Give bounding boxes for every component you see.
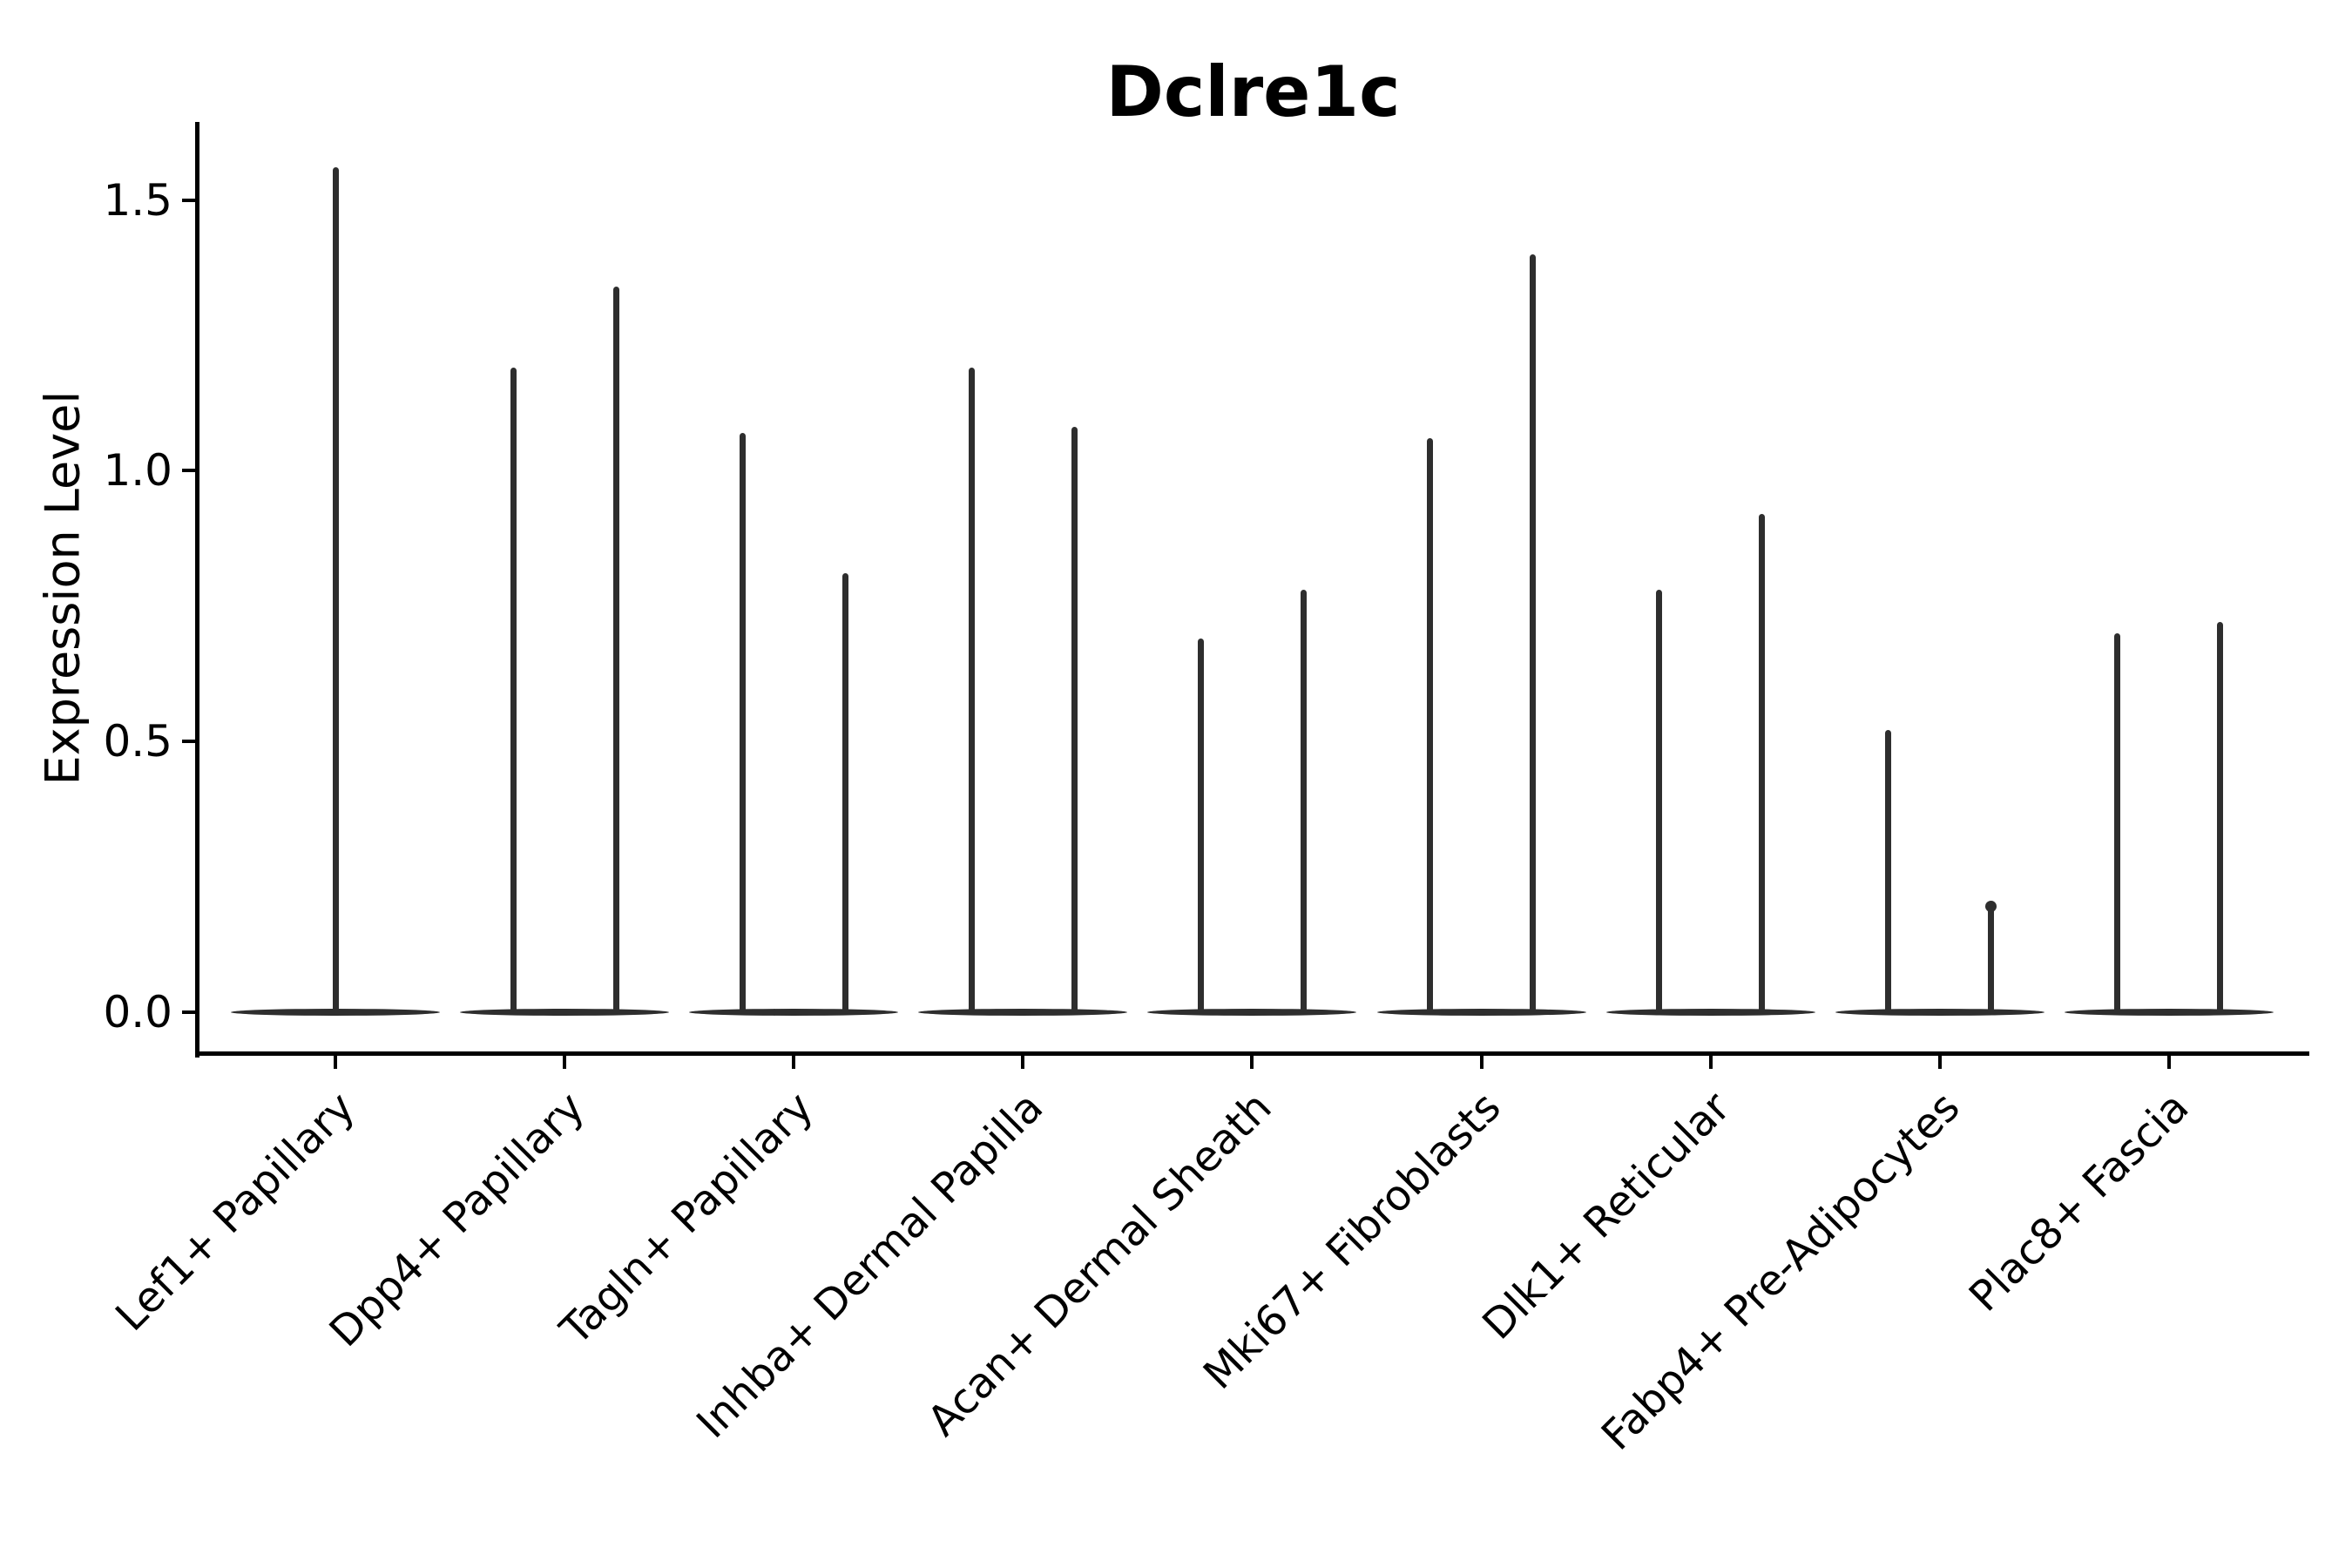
- violin-spike: [1759, 513, 1766, 1012]
- y-tick-label: 0.0: [103, 986, 172, 1037]
- x-tick-mark: [334, 1053, 337, 1069]
- x-tick-mark: [1937, 1053, 1942, 1069]
- violin-base: [1147, 1008, 1357, 1016]
- violin-spike: [1427, 437, 1433, 1012]
- x-tick-mark: [1250, 1053, 1254, 1069]
- violin-spike: [510, 368, 517, 1012]
- x-tick-mark: [563, 1053, 567, 1069]
- y-tick-mark: [182, 469, 197, 473]
- violin-base: [231, 1008, 440, 1016]
- violin-spike: [1656, 589, 1663, 1012]
- violin-spike: [332, 167, 339, 1012]
- chart-title: Dclre1c: [1105, 51, 1401, 132]
- violin-spike: [968, 368, 975, 1012]
- violin-spike: [1197, 638, 1204, 1012]
- x-tick-label-text: Dlk1+ Reticular: [1473, 1083, 1740, 1349]
- x-tick-label-text: Lef1+ Papillary: [106, 1083, 365, 1341]
- violin-spike: [1530, 253, 1536, 1012]
- violin-spike: [739, 432, 746, 1012]
- violin-spike: [841, 573, 848, 1012]
- violin-base: [689, 1008, 899, 1016]
- x-tick-label-text: Dpp4+ Papillary: [320, 1083, 594, 1357]
- x-tick-mark: [1479, 1053, 1484, 1069]
- violin-base: [1376, 1008, 1586, 1016]
- violin-spike-knob: [1985, 901, 1997, 913]
- y-tick-label: 0.5: [103, 715, 172, 767]
- violin-spike: [1988, 903, 1995, 1012]
- violin-base: [460, 1008, 670, 1016]
- x-tick-mark: [2166, 1053, 2171, 1069]
- y-tick-mark: [182, 198, 197, 202]
- y-tick-label: 1.0: [103, 445, 172, 497]
- violin-base: [1835, 1008, 2044, 1016]
- x-tick-label-text: Plac8+ Fascia: [1959, 1083, 2199, 1321]
- x-tick-mark: [1708, 1053, 1713, 1069]
- y-axis-line: [195, 122, 199, 1058]
- y-tick-mark: [182, 1010, 197, 1014]
- violin-spike: [1300, 589, 1307, 1012]
- violin-base: [1605, 1008, 1815, 1016]
- violin-spike: [1071, 427, 1078, 1012]
- x-tick-mark: [792, 1053, 796, 1069]
- x-tick-label-text: Tagln+ Papillary: [551, 1083, 823, 1355]
- violin-spike: [612, 286, 619, 1012]
- violin-base: [2064, 1008, 2274, 1016]
- x-tick-mark: [1021, 1053, 1025, 1069]
- y-tick-mark: [182, 739, 197, 743]
- violin-spike: [2217, 622, 2224, 1012]
- violin-base: [918, 1008, 1128, 1016]
- violin-spike: [1885, 730, 1892, 1012]
- y-tick-label: 1.5: [103, 174, 172, 226]
- violin-spike: [2114, 632, 2121, 1012]
